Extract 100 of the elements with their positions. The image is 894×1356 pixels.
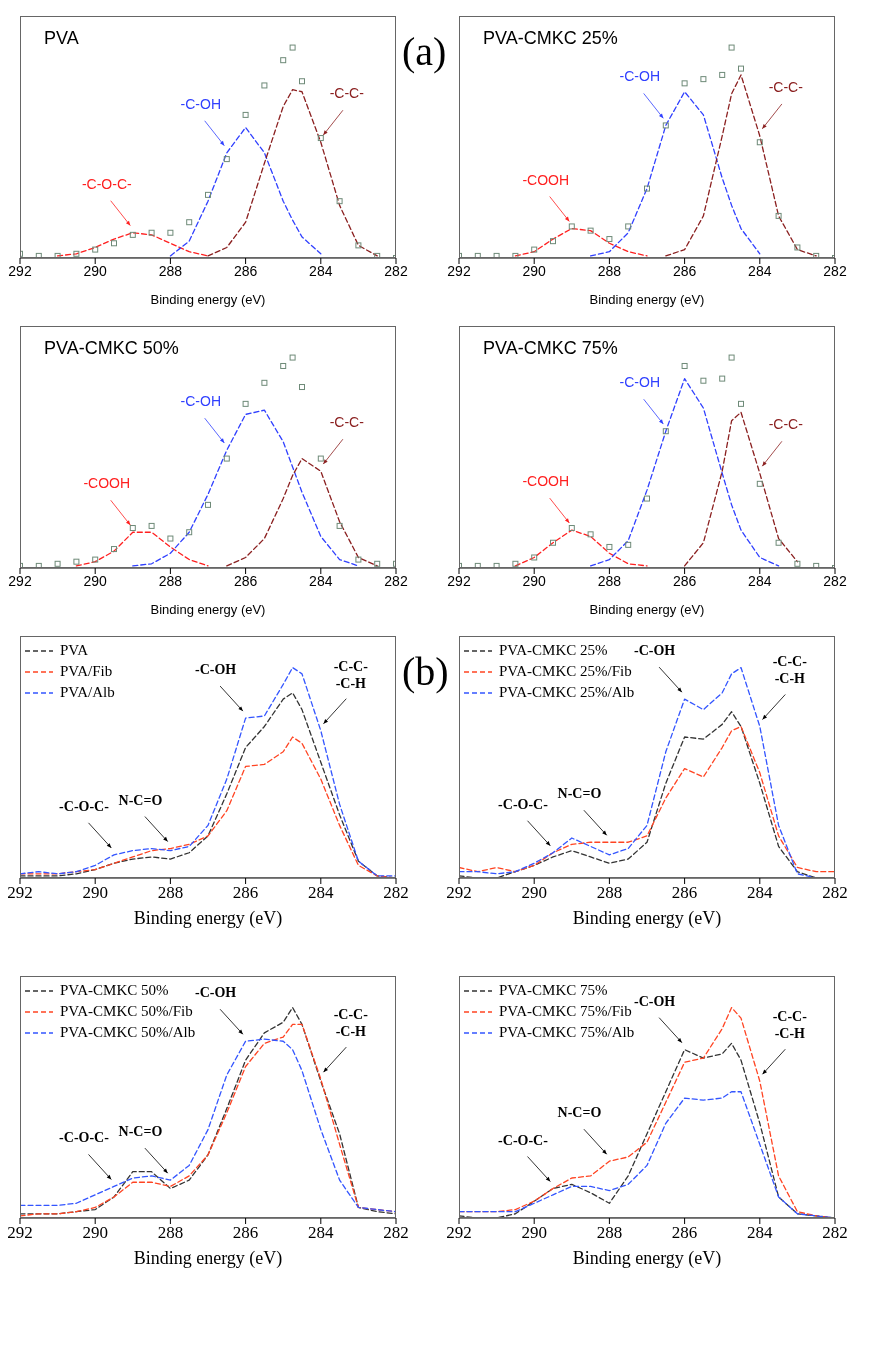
annotation: -COOH bbox=[83, 475, 131, 492]
x-tick-label: 288 bbox=[597, 572, 622, 589]
text: (a) bbox=[402, 28, 447, 75]
annotation: -C-OH bbox=[180, 95, 222, 112]
point bbox=[186, 529, 193, 536]
point bbox=[355, 242, 362, 249]
point bbox=[205, 501, 211, 508]
x-tick-label: 282 bbox=[383, 1223, 409, 1243]
x-tick-label: 288 bbox=[157, 883, 184, 903]
x-tick-label: 288 bbox=[596, 1223, 623, 1243]
point bbox=[35, 562, 42, 568]
point bbox=[374, 560, 381, 567]
legend-label: PVA-CMKC 75%/Alb bbox=[499, 1023, 635, 1042]
point bbox=[129, 525, 136, 532]
point bbox=[700, 76, 707, 83]
point bbox=[299, 78, 305, 85]
point bbox=[280, 362, 287, 369]
point bbox=[289, 354, 296, 361]
point bbox=[242, 400, 249, 407]
point bbox=[54, 560, 61, 567]
x-tick-label: 292 bbox=[446, 1223, 472, 1243]
annotation: -C-C- -C-H bbox=[772, 1009, 808, 1042]
annotation: -C-C- bbox=[768, 78, 804, 95]
x-tick-label: 284 bbox=[747, 1223, 774, 1243]
point bbox=[756, 480, 763, 487]
point bbox=[625, 223, 632, 230]
annotation: -C-OH bbox=[619, 374, 661, 391]
x-tick-label: 282 bbox=[383, 883, 409, 903]
point bbox=[606, 236, 613, 243]
legend-label: PVA/Fib bbox=[60, 662, 113, 681]
point bbox=[289, 44, 296, 51]
point bbox=[336, 522, 343, 529]
annotation: -C-C- bbox=[329, 85, 365, 102]
x-tick-label: 290 bbox=[521, 883, 547, 903]
point bbox=[148, 229, 155, 236]
point bbox=[644, 495, 650, 502]
annotation: -C-OH bbox=[619, 68, 661, 85]
point bbox=[728, 354, 735, 361]
point bbox=[355, 556, 362, 563]
point bbox=[728, 44, 735, 51]
annotation: -C-OH bbox=[633, 643, 676, 659]
x-tick-label: 286 bbox=[671, 1223, 698, 1243]
x-tick-label: 282 bbox=[823, 572, 847, 589]
legend-label: PVA-CMKC 50%/Fib bbox=[60, 1002, 193, 1021]
x-tick-label: 284 bbox=[309, 262, 333, 279]
x-tick-label: 292 bbox=[446, 883, 472, 903]
point bbox=[738, 400, 744, 407]
x-tick-label: 284 bbox=[308, 1223, 335, 1243]
x-tick-label: 286 bbox=[233, 572, 258, 589]
annotation: -C-C- -C-H bbox=[333, 1007, 369, 1040]
annotation: -C-O-C- bbox=[81, 175, 133, 192]
annotation: N-C=O bbox=[557, 1105, 602, 1121]
x-tick-label: 292 bbox=[447, 262, 471, 279]
x-tick-label: 288 bbox=[158, 262, 183, 279]
x-axis-title: Binding energy (eV) bbox=[589, 292, 705, 307]
point bbox=[794, 560, 801, 567]
x-tick-label: 282 bbox=[823, 262, 847, 279]
x-tick-label: 284 bbox=[748, 262, 772, 279]
x-tick-label: 290 bbox=[82, 1223, 108, 1243]
annotation: -C-C- -C-H bbox=[333, 658, 369, 691]
legend-label: PVA-CMKC 25%/Fib bbox=[499, 662, 632, 681]
point bbox=[775, 539, 782, 546]
annotation: -COOH bbox=[522, 171, 570, 188]
point bbox=[92, 556, 99, 563]
x-axis-title: Binding energy (eV) bbox=[150, 602, 266, 617]
point bbox=[700, 377, 707, 384]
point bbox=[813, 252, 820, 258]
chart-title: PVA-CMKC 75% bbox=[483, 338, 618, 359]
point bbox=[719, 375, 726, 382]
point bbox=[756, 139, 763, 146]
point bbox=[568, 223, 575, 230]
point bbox=[186, 219, 193, 226]
legend-label: PVA-CMKC 50%/Alb bbox=[60, 1023, 196, 1042]
legend-label: PVA/Alb bbox=[60, 683, 115, 702]
point bbox=[54, 252, 61, 258]
point bbox=[111, 240, 117, 247]
point bbox=[662, 428, 669, 435]
legend-label: PVA bbox=[60, 641, 89, 660]
point bbox=[35, 252, 42, 258]
point bbox=[531, 554, 538, 561]
point bbox=[644, 185, 650, 192]
point bbox=[568, 525, 575, 532]
point bbox=[317, 455, 324, 462]
annotation: N-C=O bbox=[118, 792, 163, 808]
x-axis-title: Binding energy (eV) bbox=[572, 908, 722, 929]
point bbox=[223, 156, 230, 163]
x-tick-label: 290 bbox=[521, 1223, 547, 1243]
point bbox=[261, 82, 268, 89]
point bbox=[223, 455, 230, 462]
point bbox=[550, 539, 556, 546]
x-tick-label: 286 bbox=[232, 883, 259, 903]
legend-label: PVA-CMKC 75% bbox=[499, 981, 608, 1000]
point bbox=[129, 231, 136, 238]
point bbox=[681, 80, 688, 87]
annotation: -C-C- bbox=[329, 414, 365, 431]
x-tick-label: 286 bbox=[232, 1223, 259, 1243]
point bbox=[73, 558, 80, 565]
point bbox=[167, 535, 174, 542]
x-tick-label: 292 bbox=[447, 572, 471, 589]
point bbox=[681, 362, 688, 369]
